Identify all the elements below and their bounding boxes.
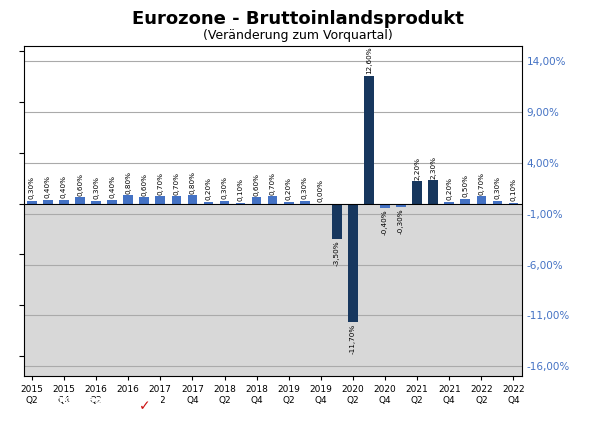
Bar: [429, 180, 438, 204]
Text: -0,40%: -0,40%: [382, 209, 388, 235]
Text: 0,20%: 0,20%: [446, 177, 452, 200]
Bar: [364, 76, 374, 204]
Text: 0,30%: 0,30%: [29, 176, 35, 199]
Text: 0,60%: 0,60%: [254, 173, 260, 196]
Bar: [508, 202, 519, 204]
Bar: [27, 201, 37, 204]
Bar: [252, 198, 262, 204]
Bar: [412, 181, 422, 204]
Bar: [43, 199, 52, 204]
Bar: [59, 199, 69, 204]
Bar: [156, 197, 165, 204]
Text: 0,10%: 0,10%: [510, 178, 517, 201]
Text: 0,80%: 0,80%: [125, 171, 131, 194]
Text: -11,70%: -11,70%: [350, 324, 356, 354]
Bar: [493, 201, 502, 204]
Text: 0,30%: 0,30%: [93, 176, 99, 199]
Bar: [107, 199, 117, 204]
Bar: [332, 204, 342, 239]
Bar: [139, 198, 149, 204]
Text: 0,00%: 0,00%: [318, 179, 324, 202]
Bar: [300, 201, 309, 204]
Bar: [123, 195, 133, 204]
Bar: [220, 201, 229, 204]
Text: ✓: ✓: [139, 399, 150, 413]
Bar: [396, 204, 406, 207]
Text: 0,30%: 0,30%: [222, 176, 228, 199]
Bar: [204, 202, 213, 204]
Text: 2,30%: 2,30%: [430, 156, 436, 179]
Text: 0,70%: 0,70%: [173, 172, 179, 195]
Text: 0,60%: 0,60%: [77, 173, 83, 196]
Circle shape: [103, 394, 185, 418]
Text: 0,30%: 0,30%: [302, 176, 308, 199]
Text: 0,40%: 0,40%: [61, 175, 67, 198]
Text: 0,70%: 0,70%: [479, 172, 485, 195]
Text: 0,40%: 0,40%: [109, 175, 115, 198]
Bar: [75, 198, 85, 204]
Text: 2,20%: 2,20%: [414, 157, 420, 180]
Text: 0,70%: 0,70%: [157, 172, 163, 195]
Bar: [461, 198, 470, 204]
Text: 0,50%: 0,50%: [462, 174, 468, 197]
Bar: [348, 204, 358, 323]
Text: 12,60%: 12,60%: [366, 47, 372, 74]
Text: 0,70%: 0,70%: [269, 172, 276, 195]
Text: Eurozone - Bruttoinlandsprodukt: Eurozone - Bruttoinlandsprodukt: [132, 10, 464, 28]
Text: -0,30%: -0,30%: [398, 208, 404, 234]
Text: -3,50%: -3,50%: [334, 241, 340, 266]
Bar: [284, 202, 294, 204]
Bar: [236, 202, 246, 204]
Bar: [172, 197, 181, 204]
Bar: [188, 195, 197, 204]
Text: 0,10%: 0,10%: [238, 178, 244, 201]
Text: 0,30%: 0,30%: [495, 176, 501, 199]
Text: 0,20%: 0,20%: [285, 177, 291, 200]
Bar: [380, 204, 390, 208]
Text: stockstreet.de: stockstreet.de: [36, 395, 127, 405]
Text: (Veränderung zum Vorquartal): (Veränderung zum Vorquartal): [203, 29, 393, 42]
Text: 0,40%: 0,40%: [45, 175, 51, 198]
Bar: [445, 202, 454, 204]
Bar: [91, 201, 101, 204]
Text: 0,80%: 0,80%: [190, 171, 195, 194]
Bar: [477, 197, 486, 204]
Text: 0,60%: 0,60%: [141, 173, 147, 196]
Bar: [268, 197, 278, 204]
Text: unabhängig • strategisch • treffischer: unabhängig • strategisch • treffischer: [31, 413, 132, 418]
Text: 0,20%: 0,20%: [206, 177, 212, 200]
